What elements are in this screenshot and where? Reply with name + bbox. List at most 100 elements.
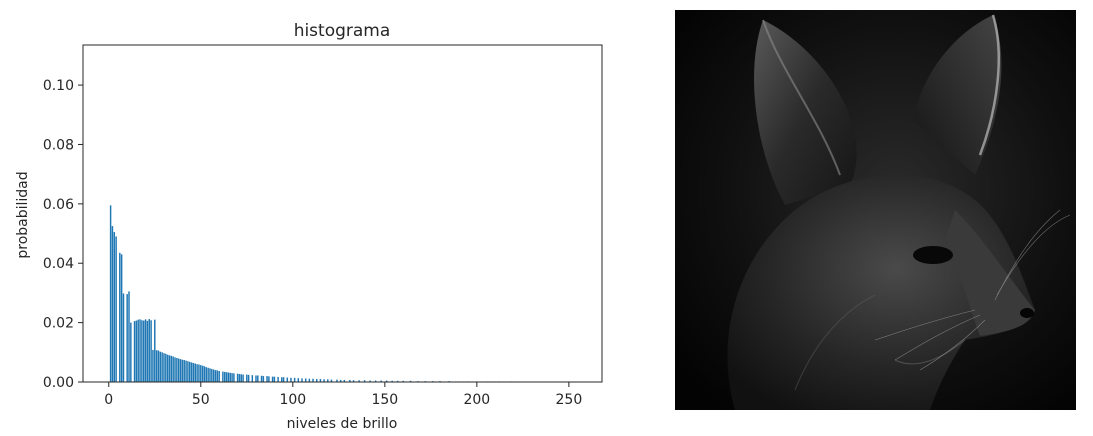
histogram-bar	[238, 373, 241, 382]
y-axis-label: probabilidad	[15, 171, 31, 258]
x-tick-label: 200	[463, 392, 490, 408]
histogram-bar	[216, 370, 219, 382]
histogram-bar	[319, 379, 322, 382]
histogram-bar	[247, 374, 250, 382]
histogram-bar	[168, 355, 171, 382]
y-tick-label: 0.08	[43, 137, 74, 153]
histogram-bar	[181, 359, 184, 382]
histogram-bar	[327, 379, 329, 382]
histogram-bar	[218, 371, 220, 382]
axes-frame	[82, 44, 603, 383]
histogram-bar	[128, 291, 130, 382]
y-tick-label: 0.04	[43, 256, 74, 272]
histogram-bar	[130, 322, 132, 382]
histogram-bar	[207, 367, 209, 382]
histogram-bar	[141, 320, 143, 382]
histogram-bar	[251, 375, 254, 382]
histogram-bar	[316, 379, 318, 382]
histogram-bar	[297, 378, 300, 382]
histogram-bar	[223, 371, 226, 382]
histogram-bar	[187, 361, 189, 382]
histogram-bar	[363, 380, 366, 382]
histogram-bar	[196, 364, 198, 382]
histogram-bar	[183, 360, 185, 382]
histogram-bar	[137, 319, 139, 382]
x-tick-label: 150	[371, 392, 398, 408]
histogram-bar	[336, 379, 338, 382]
histogram-bar	[273, 376, 276, 382]
histogram-bar	[257, 375, 259, 382]
histogram-bar	[236, 373, 239, 382]
histogram-bar	[177, 358, 180, 382]
histogram-bar	[231, 373, 233, 382]
histogram-bar	[120, 254, 123, 382]
histogram-bar	[225, 372, 228, 382]
histogram-bar	[139, 319, 141, 382]
y-tick-label: 0.00	[43, 375, 74, 391]
histogram-bar	[260, 375, 263, 382]
histogram-bar	[385, 380, 388, 382]
histogram-bar	[271, 376, 274, 382]
histogram-bar	[290, 377, 292, 382]
histogram-bar	[301, 378, 303, 382]
histogram-bar	[152, 349, 154, 382]
histogram-bar	[135, 320, 138, 382]
y-tick-label: 0.06	[43, 197, 74, 213]
histogram-bar	[185, 360, 187, 382]
histogram-bar	[374, 380, 377, 382]
histogram-bars	[109, 205, 539, 383]
histogram-bar	[174, 357, 176, 382]
histogram-bar	[179, 359, 182, 382]
histogram-bar	[262, 376, 265, 382]
histogram-bar	[339, 379, 342, 382]
x-tick-label: 50	[192, 392, 210, 408]
histogram-bar	[240, 374, 243, 382]
histogram-bar	[268, 376, 270, 382]
histogram-bar	[211, 368, 213, 382]
histogram-bar	[126, 294, 128, 382]
histogram-bar	[122, 293, 125, 382]
x-tick-label: 0	[104, 392, 113, 408]
histogram-bar	[242, 374, 244, 382]
histogram-bar	[165, 353, 167, 382]
histogram-bar	[293, 377, 296, 382]
histogram-bar	[330, 379, 333, 382]
histogram-bar	[190, 362, 193, 382]
histogram-bar	[172, 356, 174, 382]
histogram-bar	[200, 365, 202, 382]
histogram-bar	[115, 236, 117, 382]
histogram-bar	[113, 232, 116, 382]
histogram-bar	[229, 372, 231, 382]
histogram-bar	[146, 320, 149, 382]
histogram-bar	[150, 320, 152, 382]
y-tick-label: 0.02	[43, 316, 74, 332]
histogram-bar	[194, 363, 196, 382]
histogram-bar	[119, 252, 121, 382]
histogram-bar	[154, 319, 156, 382]
histogram-bar	[227, 372, 230, 382]
chart-title: histograma	[294, 21, 391, 41]
histogram-bar	[391, 380, 393, 382]
histogram-bar	[163, 353, 165, 382]
histogram-bar	[159, 351, 162, 382]
histogram-bar	[201, 365, 204, 382]
histogram-bar	[286, 377, 289, 382]
histogram-bar	[222, 371, 224, 382]
histogram-bar	[111, 226, 114, 382]
histogram-bar	[170, 355, 173, 382]
histogram-bar	[352, 380, 355, 382]
histogram-bar	[192, 363, 195, 382]
histogram-bar	[304, 378, 307, 382]
histogram-bar	[396, 380, 399, 382]
fox-image	[675, 10, 1076, 410]
histogram-bar	[176, 357, 178, 382]
histogram-bar	[343, 379, 346, 382]
histogram-bar	[380, 380, 382, 382]
histogram-bar	[109, 205, 112, 382]
histogram-bar	[166, 354, 169, 382]
histogram-bar	[212, 369, 215, 382]
y-tick-label: 0.10	[43, 78, 74, 94]
histogram-bar	[157, 350, 160, 382]
histogram-bar	[233, 373, 235, 382]
x-tick-label: 250	[556, 392, 583, 408]
